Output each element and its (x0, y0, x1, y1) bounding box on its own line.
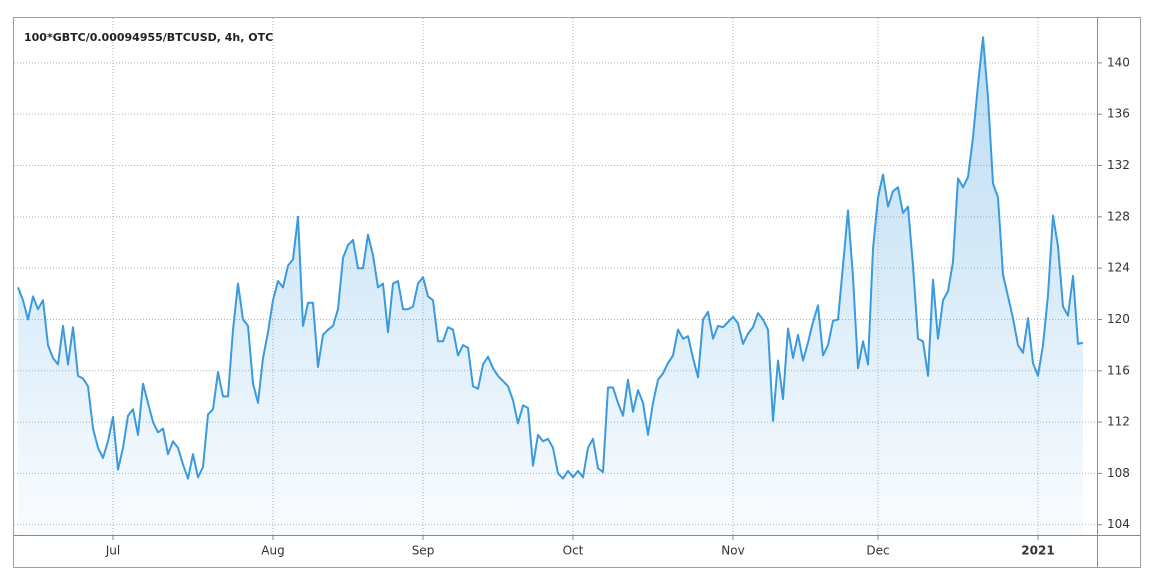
y-tick-label: 136 (1107, 107, 1130, 121)
y-tick-label: 120 (1107, 312, 1130, 326)
chart-frame (13, 17, 1141, 568)
price-line (17, 36, 1084, 480)
area-fill (18, 37, 1083, 535)
x-tick-label: Aug (261, 544, 284, 558)
y-tick-label: 128 (1107, 209, 1130, 223)
y-tick-label: 116 (1107, 363, 1130, 377)
y-tick-label: 108 (1107, 466, 1130, 480)
y-tick-label: 124 (1107, 261, 1130, 275)
x-tick-label: Dec (866, 544, 889, 558)
x-tick-label: 2021 (1021, 544, 1054, 558)
chart-title: 100*GBTC/0.00094955/BTCUSD, 4h, OTC (24, 31, 273, 44)
y-tick-label: 132 (1107, 158, 1130, 172)
x-tick-label: Sep (412, 544, 435, 558)
y-tick-label: 112 (1107, 415, 1130, 429)
label-layer: 104 108 112 116 120 124 128 132 136 140 Jul Aug Sep O… (105, 55, 1130, 557)
x-tick-label: Oct (563, 544, 584, 558)
data-layer (17, 36, 1084, 535)
x-tick-label: Nov (721, 544, 744, 558)
y-tick-label: 140 (1107, 55, 1130, 69)
x-tick-label: Jul (105, 544, 120, 558)
y-tick-label: 104 (1107, 517, 1130, 531)
